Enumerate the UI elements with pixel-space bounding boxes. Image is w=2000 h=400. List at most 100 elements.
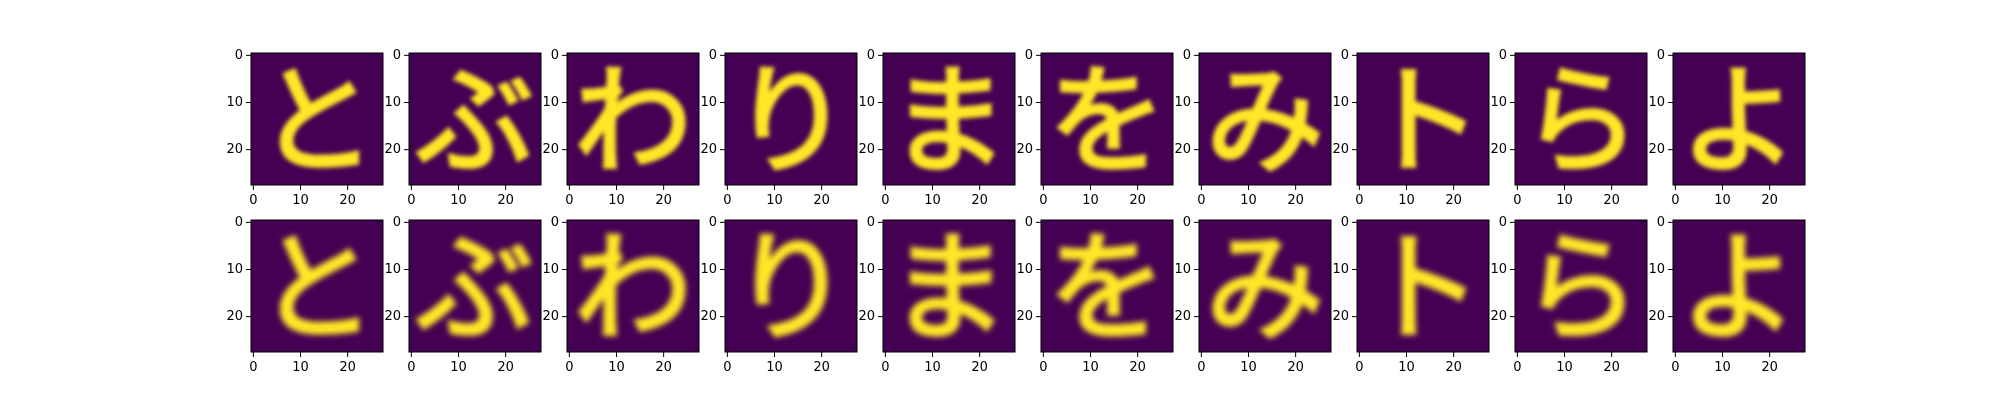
x-tick-label: 20 xyxy=(1129,360,1146,375)
character-image: わ xyxy=(574,220,692,358)
character-image: を xyxy=(1048,53,1166,191)
y-tick-label: 10 xyxy=(1332,262,1349,277)
x-tick-label: 10 xyxy=(924,193,941,208)
character-image: と xyxy=(258,220,376,358)
y-tick-label: 20 xyxy=(1016,142,1033,157)
y-tick-label: 0 xyxy=(235,215,243,230)
axes-frame xyxy=(1514,52,1648,186)
x-tick-label: 20 xyxy=(497,360,514,375)
y-tick-label: 0 xyxy=(1341,215,1349,230)
x-tick-label: 0 xyxy=(407,360,415,375)
image-background xyxy=(883,220,1015,352)
x-tick-label: 20 xyxy=(1603,193,1620,208)
image-panel: と0 10 20 0 10 20 xyxy=(226,48,384,208)
y-tick-label: 0 xyxy=(235,48,243,63)
image-panel: ト0 10 20 0 10 20 xyxy=(1332,48,1490,208)
y-tick-label: 10 xyxy=(700,262,717,277)
image-background xyxy=(1673,220,1805,352)
image-background xyxy=(1515,53,1647,185)
image-panel: を0 10 20 0 10 20 xyxy=(1016,48,1174,208)
x-tick-label: 0 xyxy=(407,193,415,208)
image-background xyxy=(1199,220,1331,352)
y-tick-label: 0 xyxy=(1499,48,1507,63)
image-panel: み0 10 20 0 10 20 xyxy=(1174,48,1332,208)
y-tick-label: 10 xyxy=(542,262,559,277)
x-tick-label: 0 xyxy=(723,193,731,208)
image-background xyxy=(883,53,1015,185)
y-tick-label: 10 xyxy=(384,95,401,110)
x-tick-label: 20 xyxy=(1761,193,1778,208)
image-background xyxy=(1673,53,1805,185)
y-tick-label: 0 xyxy=(1025,215,1033,230)
character-image: ら xyxy=(1522,53,1640,191)
y-tick-label: 0 xyxy=(1657,215,1665,230)
x-tick-label: 0 xyxy=(723,360,731,375)
y-tick-label: 10 xyxy=(1016,95,1033,110)
x-tick-label: 0 xyxy=(881,193,889,208)
x-tick-label: 10 xyxy=(1398,193,1415,208)
y-tick-label: 10 xyxy=(1490,95,1507,110)
y-tick-label: 10 xyxy=(1016,262,1033,277)
y-tick-label: 20 xyxy=(858,309,875,324)
y-tick-label: 20 xyxy=(1332,142,1349,157)
image-panel: ま0 10 20 0 10 20 xyxy=(858,215,1016,375)
image-background xyxy=(567,53,699,185)
y-tick-label: 10 xyxy=(542,95,559,110)
x-tick-label: 10 xyxy=(1556,360,1573,375)
y-tick-label: 20 xyxy=(384,142,401,157)
x-tick-label: 10 xyxy=(608,360,625,375)
image-background xyxy=(251,53,383,185)
character-image: り xyxy=(732,53,850,191)
image-panel: よ0 10 20 0 10 20 xyxy=(1648,215,1806,375)
y-tick-label: 20 xyxy=(1490,142,1507,157)
y-tick-label: 20 xyxy=(542,309,559,324)
y-tick-label: 0 xyxy=(393,215,401,230)
y-tick-label: 20 xyxy=(700,142,717,157)
y-tick-label: 10 xyxy=(858,95,875,110)
axes-frame xyxy=(882,219,1016,353)
x-tick-label: 10 xyxy=(1714,360,1731,375)
x-tick-label: 20 xyxy=(1287,193,1304,208)
image-panel: ぶ0 10 20 0 10 20 xyxy=(384,48,542,208)
y-tick-label: 20 xyxy=(542,142,559,157)
y-tick-label: 20 xyxy=(1016,309,1033,324)
x-tick-label: 0 xyxy=(1671,193,1679,208)
character-image: ぶ xyxy=(415,53,534,191)
axes-frame xyxy=(250,52,384,186)
y-tick-label: 0 xyxy=(1183,215,1191,230)
y-tick-label: 20 xyxy=(226,142,243,157)
image-background xyxy=(1515,220,1647,352)
axes-frame xyxy=(1198,52,1332,186)
x-tick-label: 20 xyxy=(1287,360,1304,375)
x-tick-label: 10 xyxy=(292,360,309,375)
y-tick-label: 20 xyxy=(858,142,875,157)
y-tick-label: 20 xyxy=(700,309,717,324)
axes-frame xyxy=(1514,219,1648,353)
axes-frame xyxy=(1356,52,1490,186)
y-tick-label: 20 xyxy=(1648,142,1665,157)
y-tick-label: 10 xyxy=(858,262,875,277)
y-tick-label: 20 xyxy=(1490,309,1507,324)
x-tick-label: 0 xyxy=(1197,193,1205,208)
x-tick-label: 0 xyxy=(1039,193,1047,208)
y-tick-label: 0 xyxy=(1499,215,1507,230)
x-tick-label: 20 xyxy=(813,193,830,208)
y-tick-label: 20 xyxy=(1174,142,1191,157)
x-tick-label: 20 xyxy=(655,193,672,208)
character-image: み xyxy=(1206,53,1324,191)
x-tick-label: 0 xyxy=(1513,193,1521,208)
x-tick-label: 0 xyxy=(1039,360,1047,375)
image-panel: ら0 10 20 0 10 20 xyxy=(1490,215,1648,375)
image-panel: ら0 10 20 0 10 20 xyxy=(1490,48,1648,208)
y-tick-label: 0 xyxy=(1183,48,1191,63)
x-tick-label: 10 xyxy=(1556,193,1573,208)
axes-frame xyxy=(566,52,700,186)
y-tick-label: 0 xyxy=(867,48,875,63)
image-panel: わ0 10 20 0 10 20 xyxy=(542,215,700,375)
x-tick-label: 10 xyxy=(608,193,625,208)
y-tick-label: 10 xyxy=(226,262,243,277)
x-tick-label: 20 xyxy=(1445,193,1462,208)
y-tick-label: 10 xyxy=(1174,95,1191,110)
character-image: ま xyxy=(890,53,1008,191)
